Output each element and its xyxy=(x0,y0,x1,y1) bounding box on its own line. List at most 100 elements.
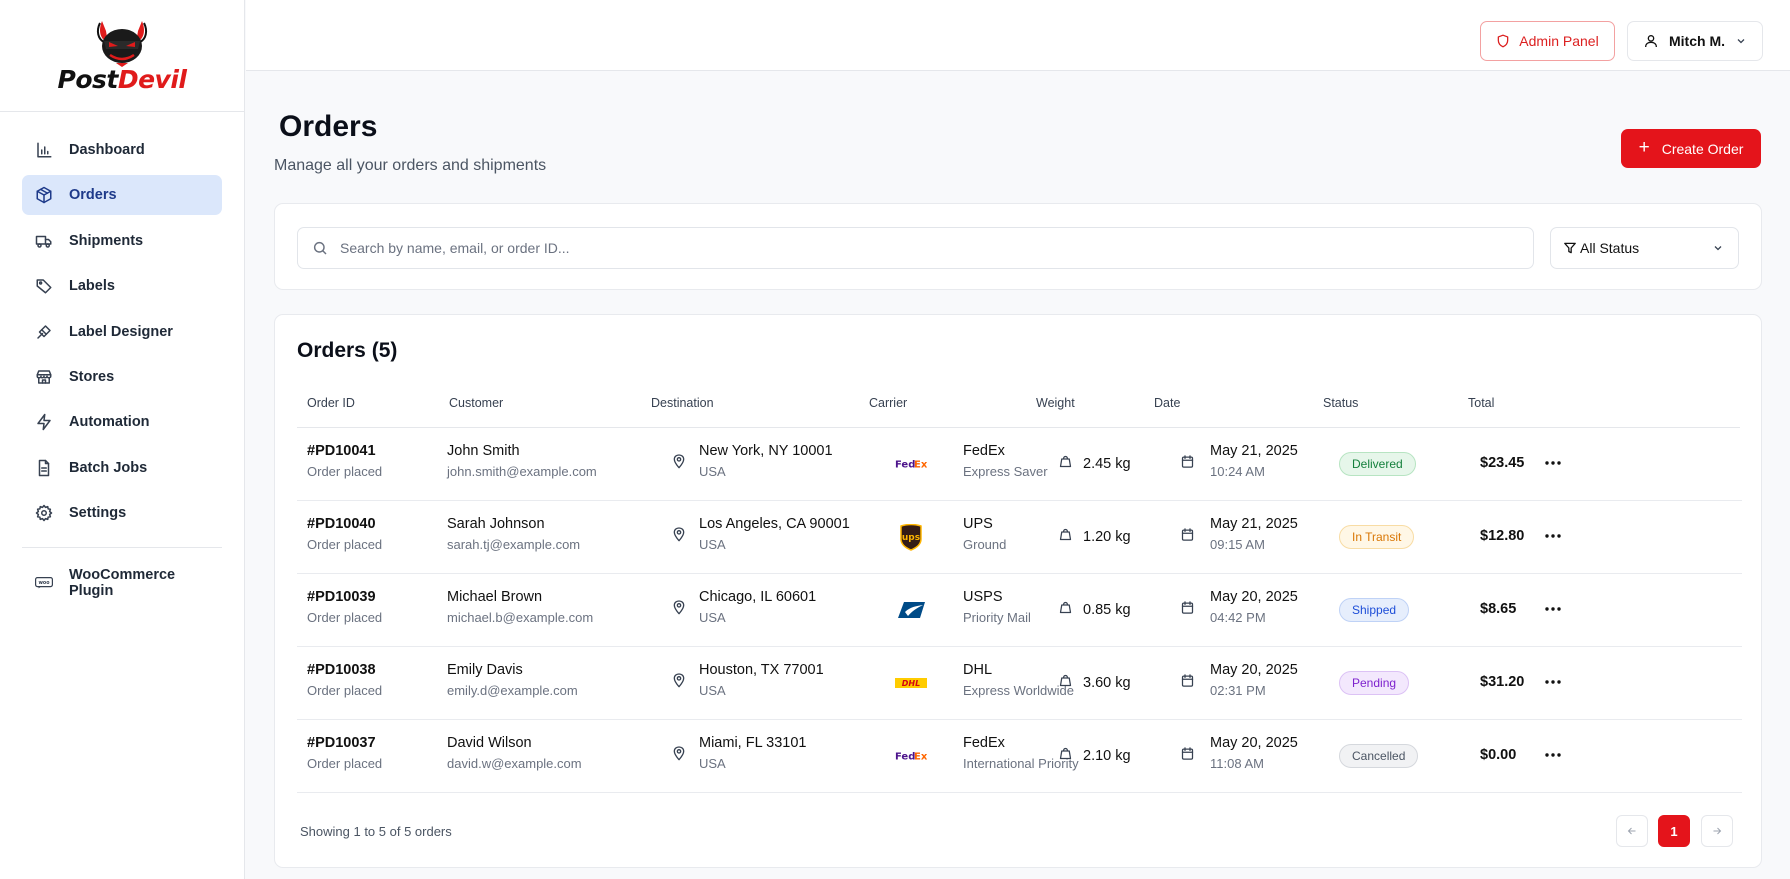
create-order-button[interactable]: + Create Order xyxy=(1621,129,1761,168)
orders-card: Orders (5) Order ID Customer Destination Ca… xyxy=(274,314,1762,868)
sidebar-item-labels[interactable]: Labels xyxy=(22,266,222,306)
customer-name: John Smith xyxy=(447,443,520,459)
table-row[interactable]: #PD10041 Order placed John Smith john.sm… xyxy=(297,428,1742,501)
chevron-down-icon xyxy=(1714,246,1722,251)
column-header-total[interactable]: Total xyxy=(1468,396,1495,410)
customer-email: emily.d@example.com xyxy=(447,683,578,698)
customer-cell: Sarah Johnson sarah.tj@example.com xyxy=(447,515,580,554)
brand-wordmark: PostDevil xyxy=(57,65,187,94)
carrier-name: FedEx xyxy=(963,735,1005,751)
destination-cell: Houston, TX 77001 USA xyxy=(699,661,824,700)
sidebar-item-woocommerce-plugin[interactable]: woo WooCommerce Plugin xyxy=(22,563,222,603)
order-id[interactable]: #PD10041 xyxy=(307,443,376,459)
sidebar-item-dashboard[interactable]: Dashboard xyxy=(22,130,222,170)
search-input[interactable] xyxy=(340,240,1490,256)
weight-cell: 1.20 kg xyxy=(1083,528,1131,546)
table-row[interactable]: #PD10037 Order placed David Wilson david… xyxy=(297,720,1742,793)
arrow-left-icon xyxy=(1627,827,1636,835)
sidebar-item-automation[interactable]: Automation xyxy=(22,402,222,442)
destination-city: Los Angeles, CA 90001 xyxy=(699,516,850,532)
order-time: 02:31 PM xyxy=(1210,683,1266,698)
order-id-cell: #PD10041 Order placed xyxy=(307,442,382,481)
page-button-current[interactable]: 1 xyxy=(1658,815,1690,847)
weight-icon xyxy=(1058,600,1073,620)
destination-country: USA xyxy=(699,756,726,771)
table-row[interactable]: #PD10040 Order placed Sarah Johnson sara… xyxy=(297,501,1742,574)
customer-name: Sarah Johnson xyxy=(447,516,545,532)
customer-email: sarah.tj@example.com xyxy=(447,537,581,552)
user-menu-button[interactable]: Mitch M. xyxy=(1627,21,1763,61)
carrier-name: FedEx xyxy=(963,443,1005,459)
shield-icon xyxy=(1497,34,1509,48)
sidebar-item-label-designer[interactable]: Label Designer xyxy=(22,312,222,352)
sidebar-item-batch-jobs[interactable]: Batch Jobs xyxy=(22,448,222,488)
weight-cell: 0.85 kg xyxy=(1083,601,1131,619)
store-icon xyxy=(35,368,53,386)
carrier-name: USPS xyxy=(963,589,1003,605)
brand-logo[interactable]: PostDevil xyxy=(0,0,244,112)
sidebar-item-label: Dashboard xyxy=(69,142,145,158)
order-id[interactable]: #PD10039 xyxy=(307,589,376,605)
lightning-icon xyxy=(35,413,53,431)
order-id[interactable]: #PD10038 xyxy=(307,662,376,678)
map-pin-icon xyxy=(671,526,687,547)
svg-text:Fed: Fed xyxy=(895,460,915,471)
next-page-button[interactable] xyxy=(1701,815,1733,847)
order-id[interactable]: #PD10040 xyxy=(307,516,376,532)
column-header-order-id[interactable]: Order ID xyxy=(307,396,355,410)
column-header-date[interactable]: Date xyxy=(1154,396,1181,410)
customer-email: john.smith@example.com xyxy=(447,464,597,479)
more-actions-icon[interactable] xyxy=(1543,599,1563,619)
ups-logo-icon: ups xyxy=(894,523,928,551)
customer-cell: John Smith john.smith@example.com xyxy=(447,442,597,481)
weight-icon xyxy=(1058,527,1073,547)
sidebar-item-orders[interactable]: Orders xyxy=(22,175,222,216)
search-icon xyxy=(313,241,327,255)
more-actions-icon[interactable] xyxy=(1543,453,1563,473)
order-date: May 20, 2025 xyxy=(1210,735,1298,751)
calendar-icon xyxy=(1180,527,1195,547)
destination-city: Miami, FL 33101 xyxy=(699,735,807,751)
svg-text:woo: woo xyxy=(38,581,50,586)
calendar-icon xyxy=(1180,746,1195,766)
search-box[interactable] xyxy=(297,227,1534,269)
column-header-status[interactable]: Status xyxy=(1323,396,1359,410)
more-actions-icon[interactable] xyxy=(1543,745,1563,765)
weight-value: 3.60 kg xyxy=(1083,675,1131,691)
destination-cell: New York, NY 10001 USA xyxy=(699,442,833,481)
calendar-icon xyxy=(1180,600,1195,620)
order-state: Order placed xyxy=(307,756,383,771)
carrier-name: DHL xyxy=(963,662,993,678)
customer-name: David Wilson xyxy=(447,735,532,751)
pagination-summary: Showing 1 to 5 of 5 orders xyxy=(300,824,452,839)
order-id[interactable]: #PD10037 xyxy=(307,735,376,751)
status-filter-select[interactable]: All Status xyxy=(1550,227,1739,269)
customer-email: michael.b@example.com xyxy=(447,610,594,625)
table-row[interactable]: #PD10038 Order placed Emily Davis emily.… xyxy=(297,647,1742,720)
admin-panel-button[interactable]: Admin Panel xyxy=(1480,21,1615,61)
status-badge: Delivered xyxy=(1339,452,1416,476)
truck-icon xyxy=(35,232,53,250)
order-state: Order placed xyxy=(307,610,383,625)
sidebar-nav: Dashboard Orders Shipments Labels Label … xyxy=(0,112,244,603)
carrier-cell: UPS Ground xyxy=(963,515,1006,554)
column-header-customer[interactable]: Customer xyxy=(449,396,504,410)
destination-cell: Chicago, IL 60601 USA xyxy=(699,588,816,627)
column-header-weight[interactable]: Weight xyxy=(1036,396,1075,410)
carrier-service: Express Saver xyxy=(963,464,1048,479)
prev-page-button[interactable] xyxy=(1616,815,1648,847)
more-actions-icon[interactable] xyxy=(1543,526,1563,546)
more-actions-icon[interactable] xyxy=(1543,672,1563,692)
column-header-carrier[interactable]: Carrier xyxy=(869,396,908,410)
map-pin-icon xyxy=(671,599,687,620)
destination-country: USA xyxy=(699,683,726,698)
devil-mascot-icon xyxy=(96,21,148,67)
sidebar-item-settings[interactable]: Settings xyxy=(22,493,222,533)
sidebar-item-stores[interactable]: Stores xyxy=(22,357,222,397)
table-row[interactable]: #PD10039 Order placed Michael Brown mich… xyxy=(297,574,1742,647)
sidebar-item-label: Automation xyxy=(69,414,150,431)
sidebar-item-label: Label Designer xyxy=(69,323,173,340)
sidebar-item-shipments[interactable]: Shipments xyxy=(22,221,222,261)
column-header-destination[interactable]: Destination xyxy=(651,396,714,410)
carrier-cell: DHL Express Worldwide xyxy=(963,661,1074,700)
